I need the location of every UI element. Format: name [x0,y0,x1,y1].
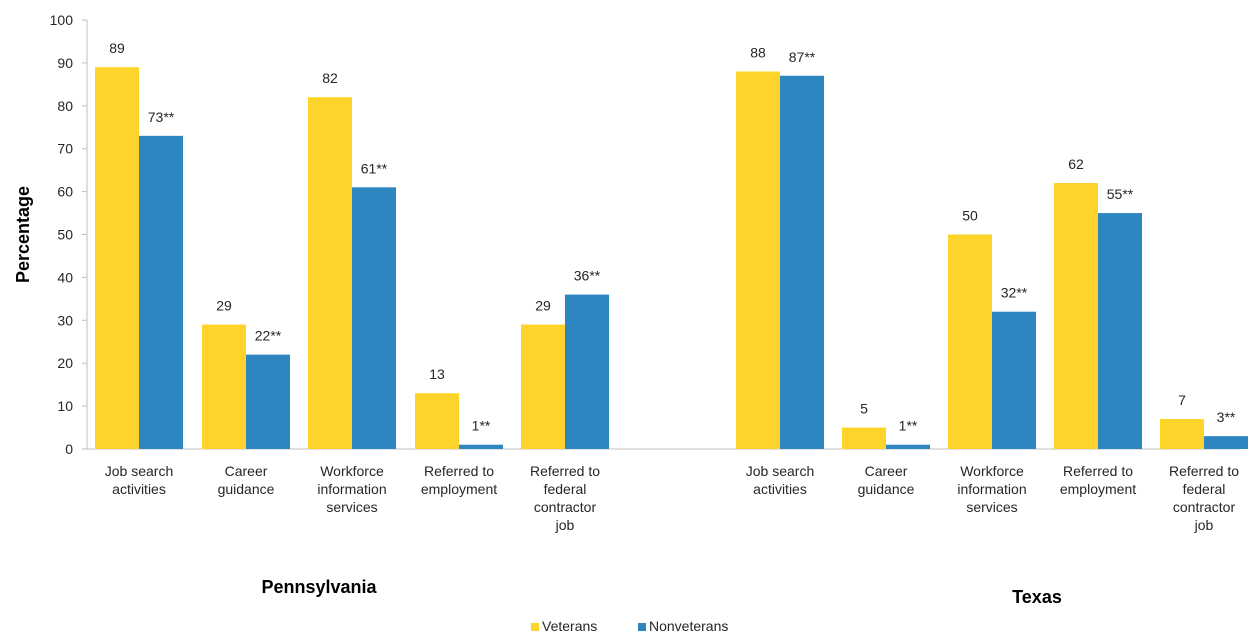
bar-veterans [95,67,139,449]
y-tick-label: 50 [57,227,73,243]
legend-swatch [531,623,539,631]
legend-item-nonveterans: Nonveterans [638,618,728,634]
category-label: Job search activities [746,463,814,497]
legend-label: Veterans [542,618,597,634]
data-label-nonveterans: 55** [1107,186,1134,202]
bar-veterans [1160,418,1204,449]
bar-veterans [202,324,246,449]
y-tick-label: 60 [57,184,73,200]
legend: Veterans Nonveterans [531,618,728,634]
y-tick-label: 10 [57,398,73,414]
category-label: Workforce information services [317,463,386,515]
data-label-nonveterans: 73** [148,109,175,125]
bar-veterans [521,324,565,449]
data-label-nonveterans: 3** [1217,409,1236,425]
y-tick-label: 30 [57,312,73,328]
data-label-veterans: 13 [429,366,445,382]
y-tick-label: 90 [57,55,73,71]
data-label-veterans: 7 [1178,392,1186,408]
bar-nonveterans [459,444,503,449]
data-label-veterans: 82 [322,70,338,86]
data-label-nonveterans: 1** [472,418,491,434]
bar-veterans [1054,183,1098,449]
bar-nonveterans [886,444,930,449]
category-label: Career guidance [218,463,275,497]
bar-veterans [948,234,992,449]
legend-label: Nonveterans [649,618,728,634]
data-label-veterans: 29 [535,298,551,314]
group-label: Pennsylvania [261,577,377,597]
bar-nonveterans [246,354,290,449]
category-label: Referred to employment [421,463,497,497]
data-label-veterans: 29 [216,298,232,314]
data-label-veterans: 62 [1068,156,1084,172]
category-label: Career guidance [858,463,915,497]
category-label: Referred to federal contractor job [1169,463,1239,533]
bar-nonveterans [780,75,824,450]
bars-layer [95,67,1248,450]
bar-veterans [415,393,459,449]
bar-nonveterans [565,294,609,449]
category-label: Workforce information services [957,463,1026,515]
data-label-nonveterans: 32** [1001,285,1028,301]
bar-nonveterans [992,311,1036,449]
legend-swatch [638,623,646,631]
category-label: Job search activities [105,463,173,497]
group-label: Texas [1012,587,1062,607]
y-tick-label: 100 [50,12,74,28]
bar-nonveterans [352,187,396,449]
bar-nonveterans [139,135,183,449]
bar-nonveterans [1098,213,1142,449]
data-label-veterans: 50 [962,208,978,224]
category-label: Referred to federal contractor job [530,463,600,533]
y-tick-label: 40 [57,269,73,285]
category-label: Referred to employment [1060,463,1136,497]
bar-veterans [842,427,886,449]
bar-nonveterans [1204,436,1248,449]
data-label-nonveterans: 36** [574,268,601,284]
y-tick-label: 80 [57,98,73,114]
data-label-nonveterans: 87** [789,49,816,65]
bar-veterans [308,97,352,449]
y-tick-label: 20 [57,355,73,371]
data-label-veterans: 5 [860,401,868,417]
y-tick-label: 70 [57,141,73,157]
axis-layer: 0 10 20 30 40 50 60 70 80 90 100 Percentage [13,12,1240,457]
data-label-nonveterans: 22** [255,328,282,344]
bar-veterans [736,71,780,449]
data-label-veterans: 88 [750,44,766,60]
data-label-nonveterans: 1** [899,418,918,434]
data-label-nonveterans: 61** [361,160,388,176]
legend-item-veterans: Veterans [531,618,597,634]
y-tick-label: 0 [65,441,73,457]
data-label-veterans: 89 [109,40,125,56]
y-axis-title: Percentage [13,186,33,283]
